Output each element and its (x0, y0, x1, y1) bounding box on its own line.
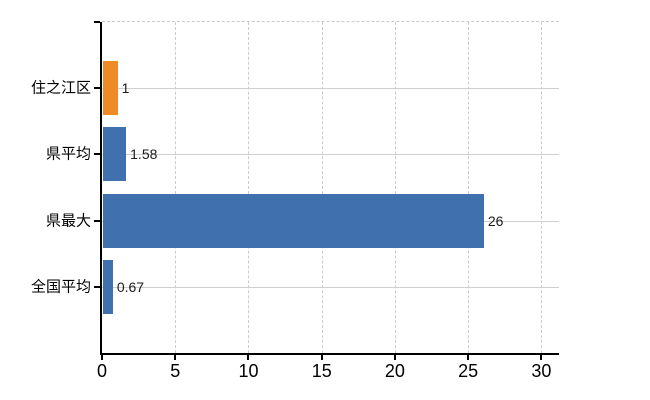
x-tick-label: 25 (458, 361, 479, 381)
y-axis-top-tick (94, 21, 100, 23)
x-gridline (541, 22, 543, 353)
value-label: 0.67 (116, 278, 145, 295)
x-gridline (394, 22, 396, 353)
value-label: 1 (121, 80, 130, 97)
x-axis-tick (320, 355, 323, 360)
x-tick-label: 5 (170, 361, 181, 381)
x-tick-label: 10 (238, 361, 259, 381)
y-axis-tick (94, 87, 100, 90)
y-axis-tick (94, 285, 100, 288)
category-label: 県平均 (45, 145, 91, 163)
x-tick-label: 20 (384, 361, 405, 381)
y-axis-tick (94, 153, 100, 156)
x-gridline (248, 22, 250, 353)
category-label: 全国平均 (30, 278, 91, 296)
y-axis-tick (94, 219, 100, 222)
x-tick-label: 30 (531, 361, 552, 381)
value-label: 1.58 (130, 146, 158, 163)
category-gridline (102, 154, 559, 156)
x-gridline (468, 22, 470, 353)
category-gridline (102, 286, 559, 288)
x-axis-tick (467, 355, 470, 360)
x-axis-tick (247, 355, 250, 360)
x-axis-tick (540, 355, 543, 360)
category-gridline (102, 88, 559, 90)
bar (103, 127, 127, 182)
x-axis-line (100, 353, 559, 355)
x-gridline (321, 22, 323, 353)
x-tick-label: 0 (96, 361, 108, 381)
bar (103, 259, 113, 314)
category-label: 住之江区 (30, 79, 91, 97)
x-axis-tick (393, 355, 396, 360)
category-label: 県最大 (45, 212, 91, 230)
x-axis-tick (174, 355, 177, 360)
x-gridline (175, 22, 177, 353)
plot-top-border (102, 21, 559, 22)
plot-area: 0 5 10 15 20 25 30 住之江区 1 県平均 1.58 県最大 26 全国平均 0.67 (31, 21, 559, 380)
bar (103, 61, 118, 116)
x-tick-label: 15 (311, 361, 332, 381)
y-axis-line (100, 22, 102, 355)
x-axis-tick (101, 355, 103, 360)
value-label: 26 (487, 212, 504, 229)
bar (103, 193, 484, 248)
